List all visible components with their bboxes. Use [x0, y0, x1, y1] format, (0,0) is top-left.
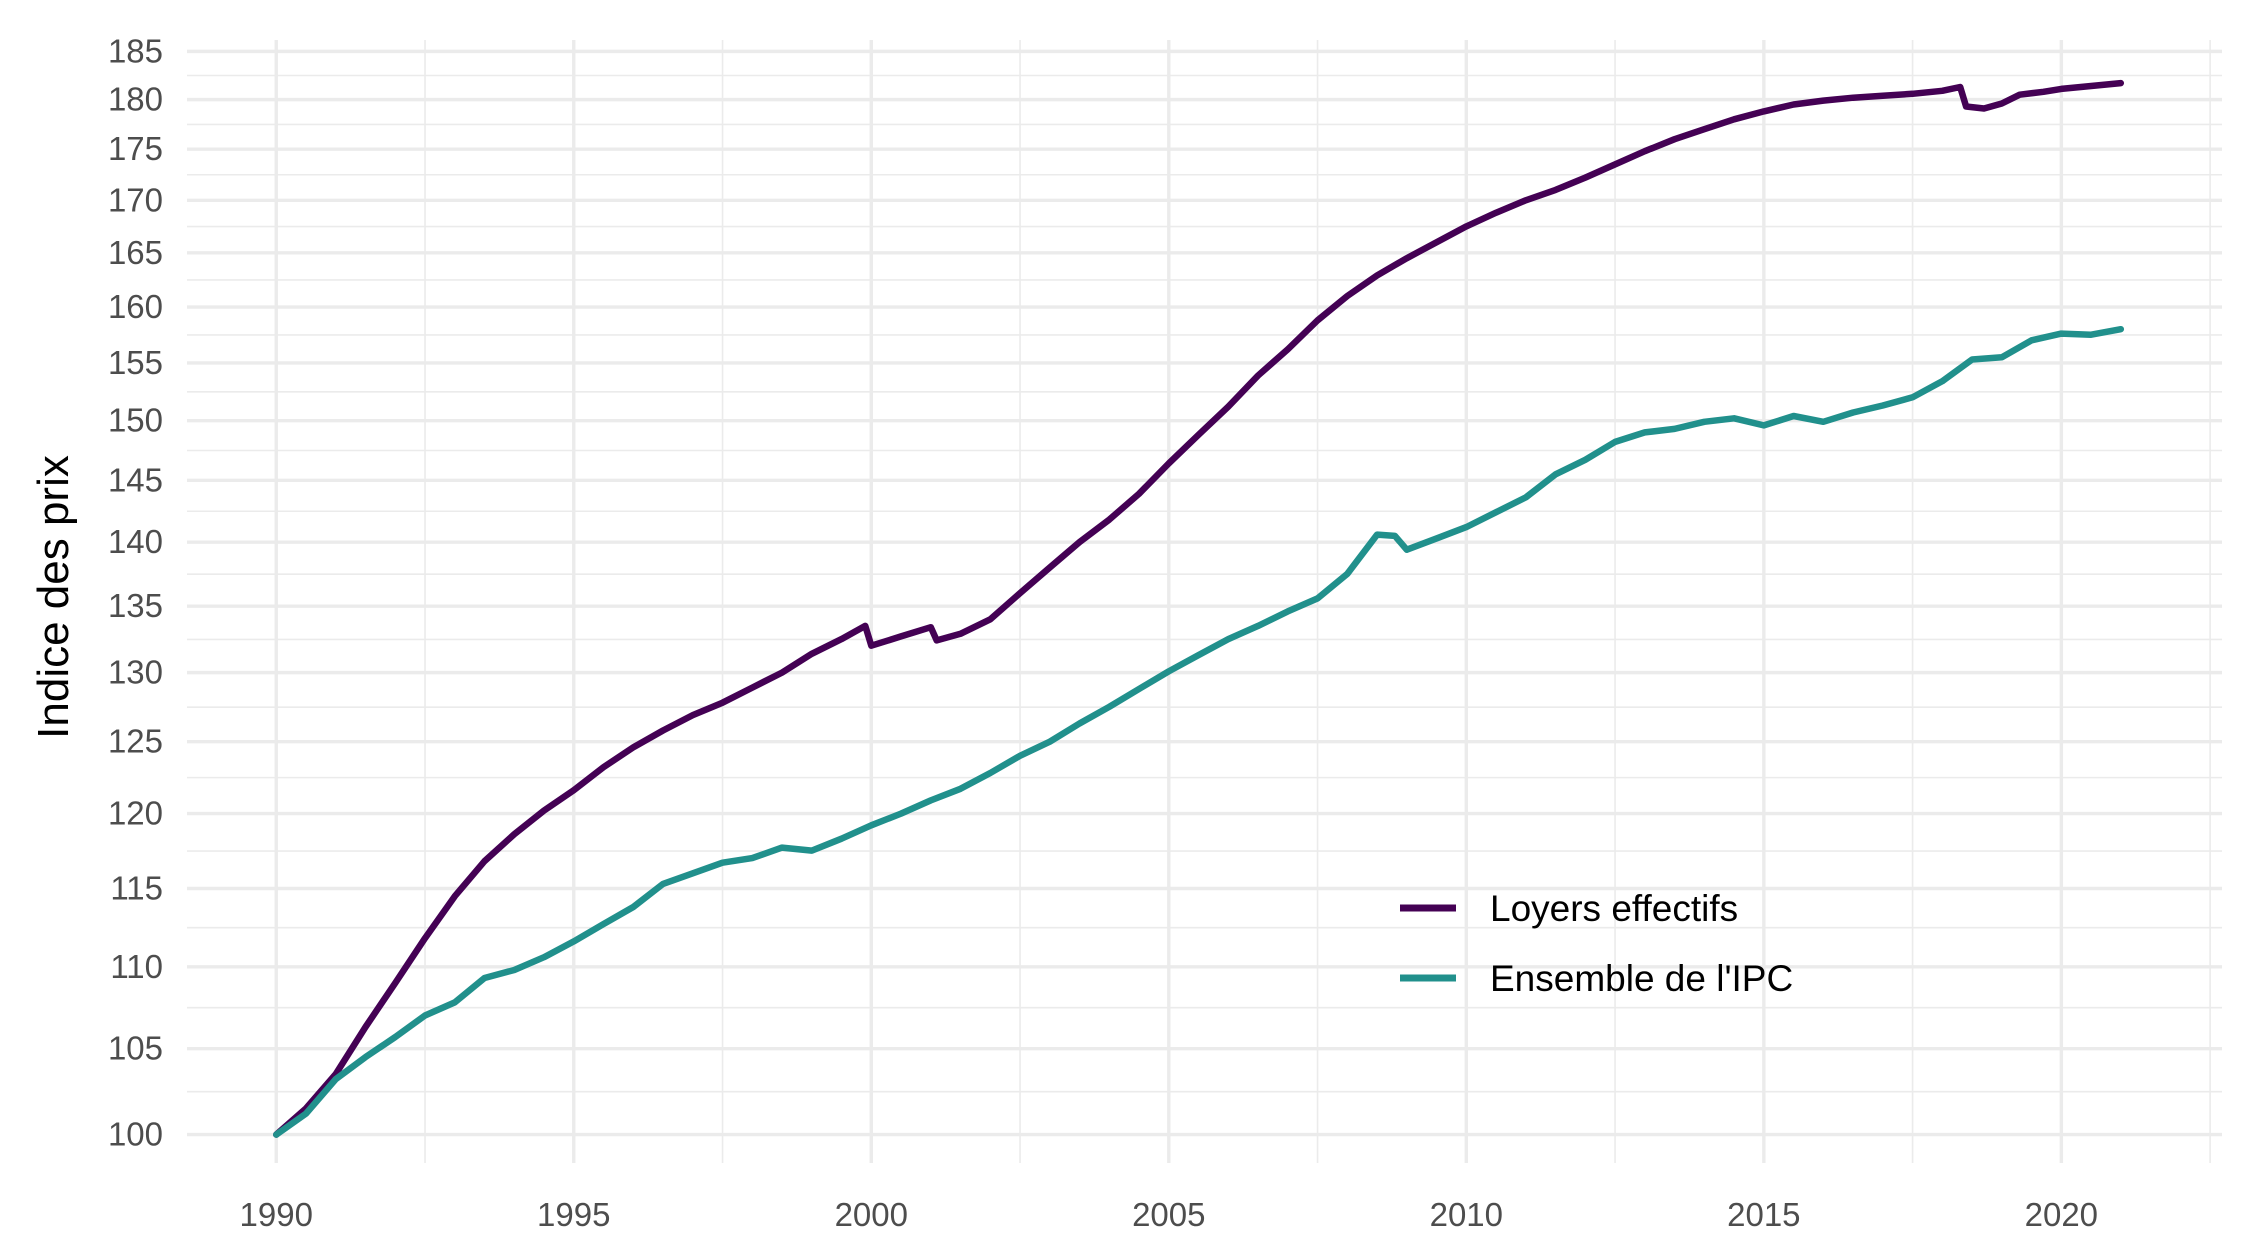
y-tick-label: 175: [108, 130, 163, 167]
y-tick-label: 110: [110, 948, 163, 985]
y-tick-label: 150: [108, 402, 163, 439]
y-tick-label: 155: [108, 344, 163, 381]
series-line-2: [273, 325, 2125, 1138]
x-tick-label: 2015: [1727, 1196, 1800, 1233]
x-tick-label: 2020: [2025, 1196, 2098, 1233]
x-tick-label: 2000: [835, 1196, 908, 1233]
y-tick-label: 180: [108, 81, 163, 118]
y-tick-label: 140: [108, 523, 163, 560]
y-axis-tick-labels: 100 105 110 115 120 125 130 135 140 145 150 155 160 1…: [108, 32, 163, 1152]
x-tick-label: 1990: [240, 1196, 313, 1233]
y-tick-label: 100: [108, 1116, 163, 1153]
minor-gridlines: [187, 40, 2222, 1163]
y-tick-label: 145: [108, 461, 163, 498]
y-tick-label: 185: [108, 32, 163, 69]
y-tick-label: 105: [108, 1030, 163, 1067]
y-tick-label: 115: [110, 870, 163, 907]
y-tick-label: 135: [108, 587, 163, 624]
x-tick-label: 2005: [1132, 1196, 1205, 1233]
series-line-1: [273, 79, 2125, 1138]
y-tick-label: 120: [108, 795, 163, 832]
y-tick-label: 130: [108, 654, 163, 691]
x-tick-label: 2010: [1430, 1196, 1503, 1233]
series-lines: [273, 79, 2125, 1138]
y-axis-title: Indice des prix: [29, 455, 78, 739]
legend-label-1: Loyers effectifs: [1490, 888, 1738, 929]
x-tick-label: 1995: [537, 1196, 610, 1233]
y-tick-label: 160: [108, 288, 163, 325]
y-tick-label: 165: [108, 234, 163, 271]
legend-label-2: Ensemble de l'IPC: [1490, 958, 1793, 999]
legend: Loyers effectifs Ensemble de l'IPC: [1400, 888, 1793, 999]
major-gridlines: [187, 40, 2222, 1163]
x-axis-tick-labels: 1990 1995 2000 2005 2010 2015 2020: [240, 1196, 2099, 1233]
y-tick-label: 170: [108, 181, 163, 218]
y-tick-label: 125: [108, 723, 163, 760]
